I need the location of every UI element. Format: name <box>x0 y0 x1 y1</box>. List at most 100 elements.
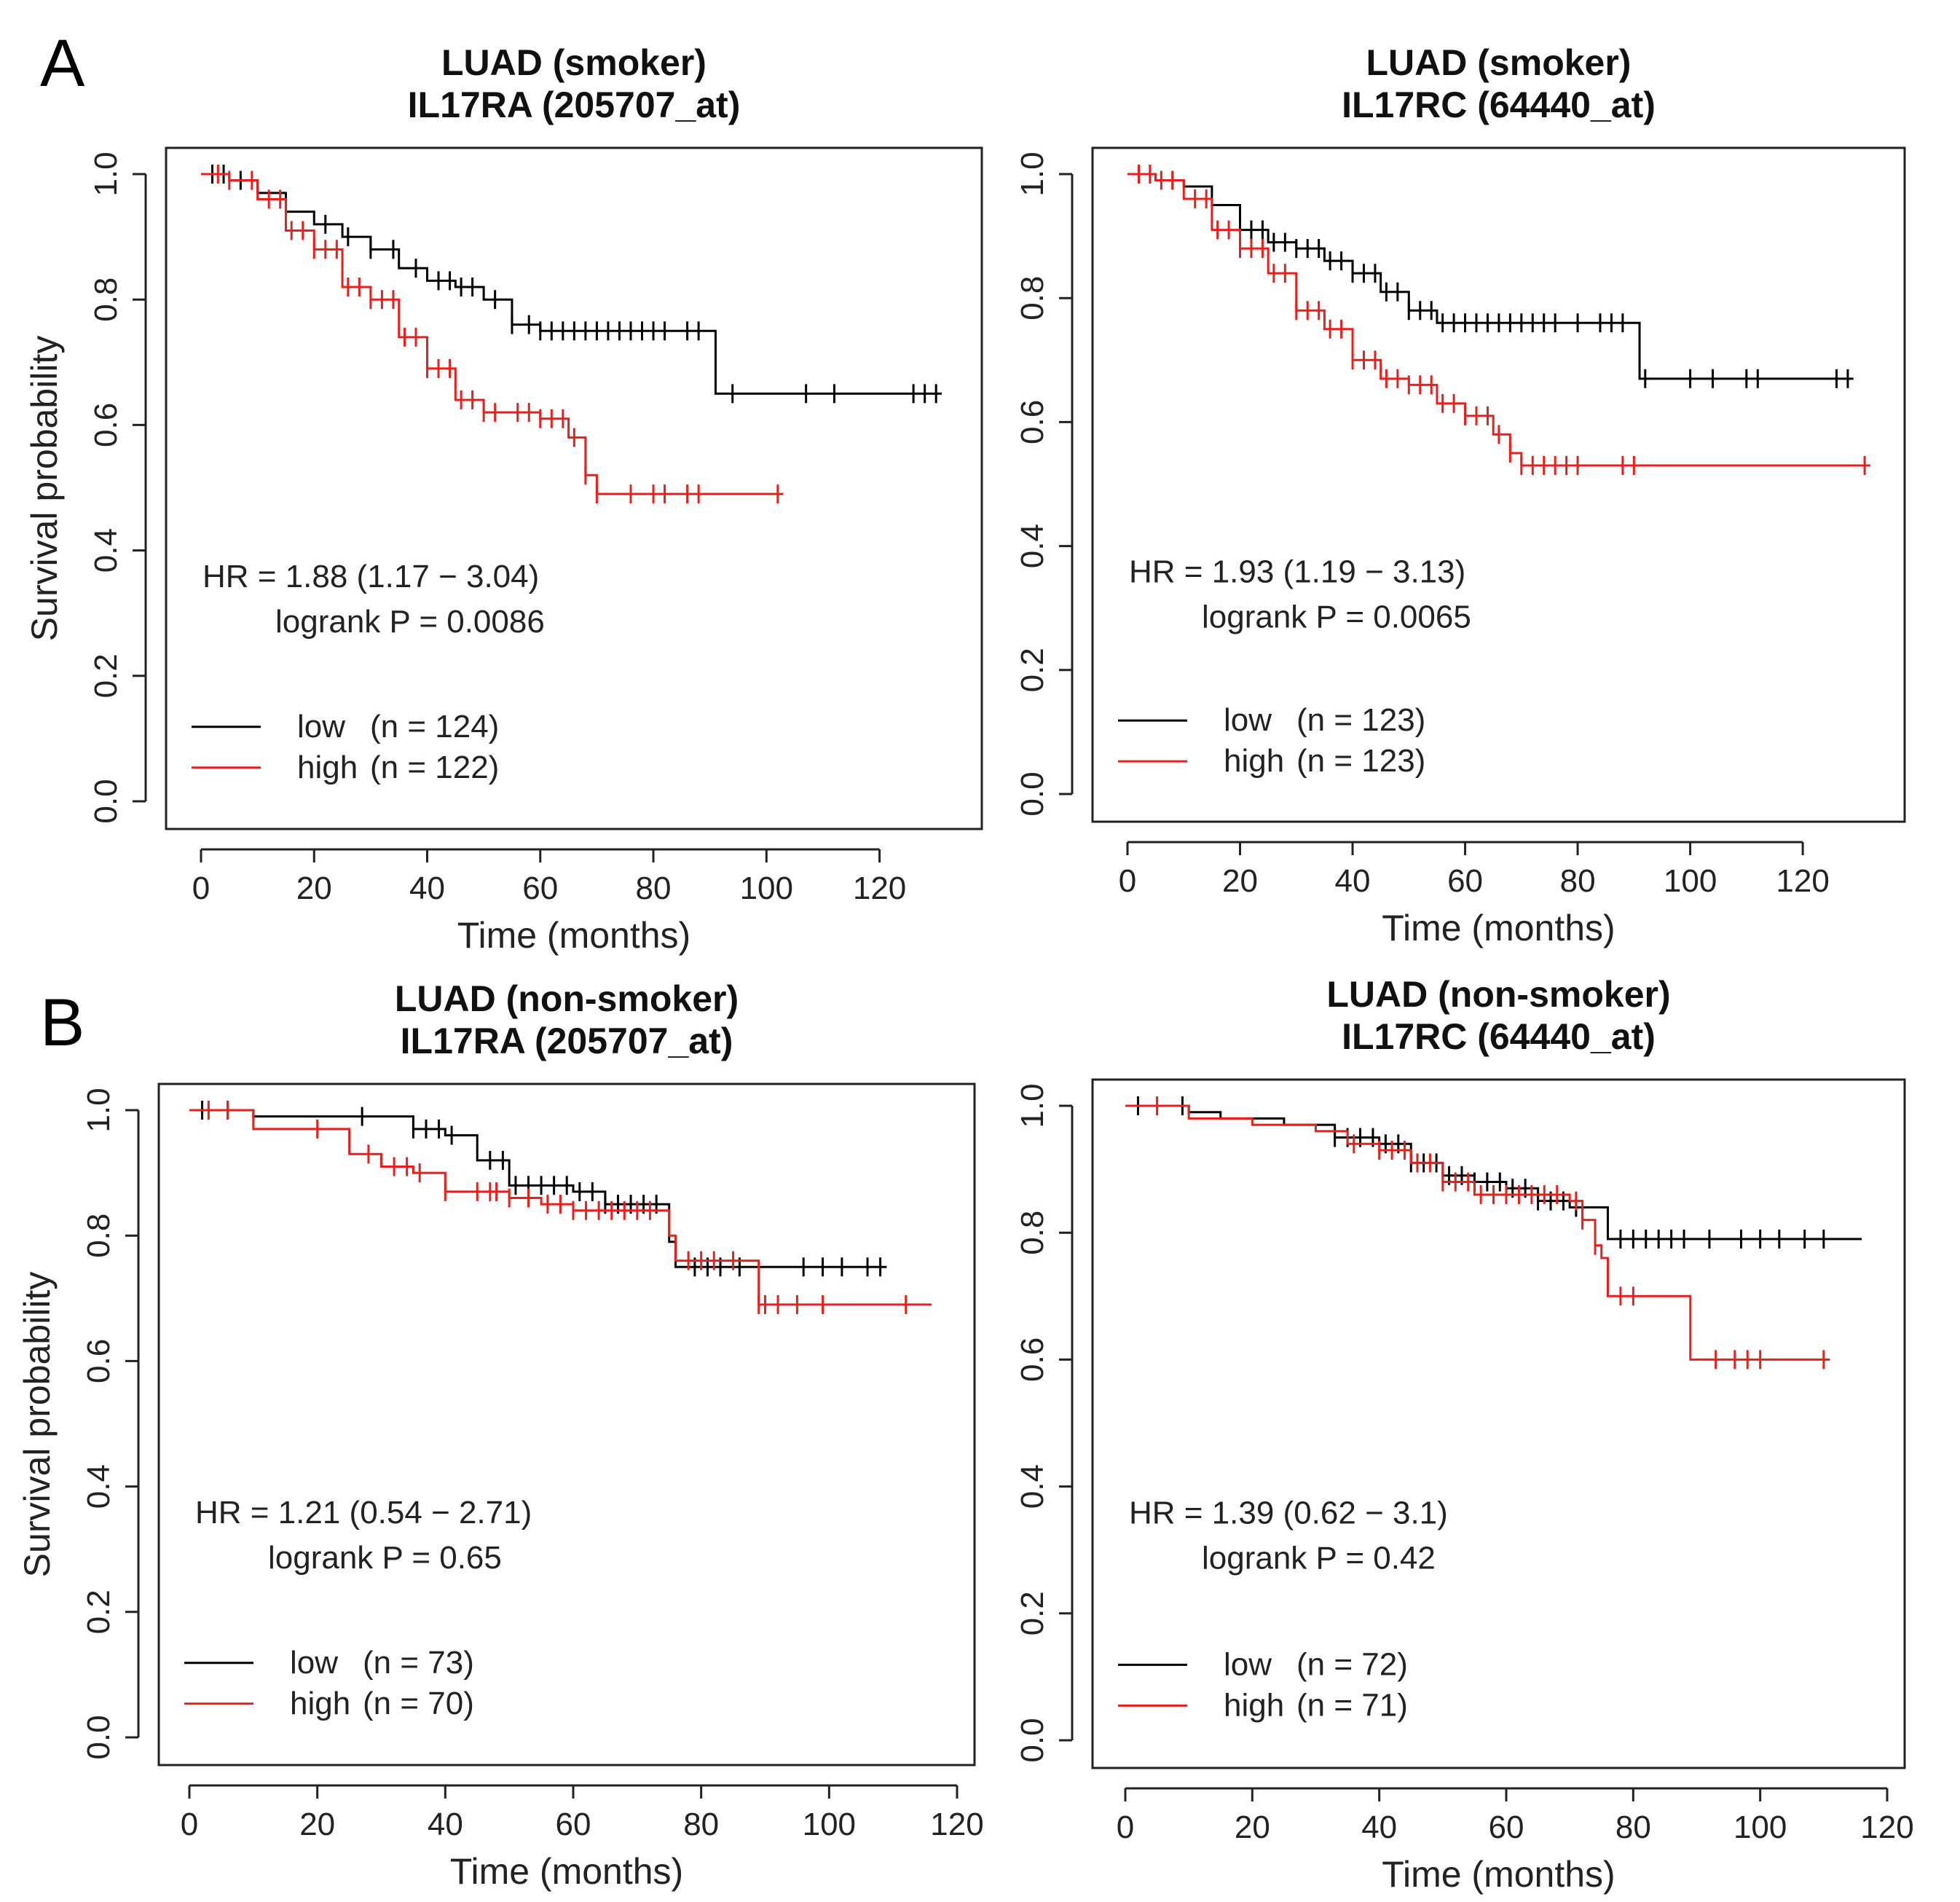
x-axis: 0 20 40 60 80 100 120 Time (months) <box>1119 841 1830 948</box>
y-tick-label: 0.6 <box>81 1339 117 1383</box>
x-axis: 0 20 40 60 80 100 120 Time (months) <box>192 848 906 956</box>
legend-count-high: (n = 122) <box>370 750 499 785</box>
legend: low (n = 123) high (n = 123) <box>1118 702 1425 779</box>
y-tick-label: 0.2 <box>1015 648 1050 692</box>
x-tick-label: 80 <box>1560 863 1596 899</box>
legend-label-low: low <box>1224 1646 1272 1682</box>
plot-frame <box>157 1082 976 1767</box>
km-curve-low <box>189 1109 887 1268</box>
km-plot-1: LUAD (smoker)IL17RA (205707_at) 0 20 40 60 80… <box>24 42 983 956</box>
legend-count-low: (n = 73) <box>363 1645 474 1681</box>
legend-label-high: high <box>297 750 358 785</box>
plot-frame <box>165 146 983 830</box>
y-tick-label: 0.2 <box>81 1589 117 1634</box>
logrank-p-text: logrank P = 0.0086 <box>275 604 545 640</box>
series-high <box>201 165 784 504</box>
km-plot-4: LUAD (non-smoker)IL17RC (64440_at) 0 20 40 6… <box>1015 974 1914 1895</box>
hazard-ratio-text: HR = 1.39 (0.62 − 3.1) <box>1129 1496 1448 1531</box>
legend: low (n = 73) high (n = 70) <box>184 1645 474 1721</box>
x-axis: 0 20 40 60 80 100 120 Time (months) <box>1117 1787 1914 1895</box>
x-tick-label: 120 <box>1860 1809 1913 1845</box>
y-axis-label: Survival probability <box>24 336 65 642</box>
series-high <box>1127 165 1870 475</box>
series-high <box>189 1101 932 1314</box>
y-axis: 0.0 0.2 0.4 0.6 0.8 1.0 Survival probability <box>17 1088 140 1760</box>
km-curve-high <box>189 1109 932 1306</box>
x-tick-label: 40 <box>409 871 445 906</box>
hazard-ratio-text: HR = 1.88 (1.17 − 3.04) <box>202 559 539 594</box>
x-tick-label: 80 <box>1615 1809 1651 1845</box>
x-axis-label: Time (months) <box>1382 908 1615 948</box>
panel-label-b: B <box>40 986 84 1060</box>
x-tick-label: 20 <box>1235 1809 1270 1845</box>
legend-label-low: low <box>1224 702 1272 738</box>
y-tick-label: 0.4 <box>1015 524 1050 568</box>
legend-count-high: (n = 70) <box>363 1686 474 1721</box>
y-tick-label: 0.6 <box>1015 400 1050 444</box>
km-curve-high <box>201 173 784 495</box>
chart-subtitle: IL17RC (64440_at) <box>1342 85 1656 125</box>
x-tick-label: 0 <box>192 871 210 906</box>
series-high <box>1125 1096 1830 1369</box>
y-tick-label: 0.6 <box>1015 1337 1050 1382</box>
y-tick-label: 0.0 <box>1015 771 1050 816</box>
x-tick-label: 0 <box>181 1807 198 1842</box>
series-low <box>189 1101 887 1277</box>
legend-label-low: low <box>297 709 345 744</box>
legend-count-low: (n = 123) <box>1296 702 1425 738</box>
y-tick-label: 1.0 <box>88 152 124 196</box>
y-tick-label: 0.0 <box>1015 1718 1050 1762</box>
y-axis: 0.0 0.2 0.4 0.6 0.8 1.0 <box>1015 1083 1074 1763</box>
y-axis: 0.0 0.2 0.4 0.6 0.8 1.0 Survival probability <box>24 152 147 824</box>
x-axis-label: Time (months) <box>450 1851 683 1892</box>
y-tick-label: 0.2 <box>1015 1591 1050 1635</box>
legend: low (n = 72) high (n = 71) <box>1118 1646 1408 1723</box>
y-tick-label: 0.2 <box>88 653 124 698</box>
y-tick-label: 0.8 <box>1015 276 1050 321</box>
chart-subtitle: IL17RA (205707_at) <box>401 1021 733 1061</box>
x-tick-label: 20 <box>1222 863 1258 899</box>
y-tick-label: 0.0 <box>88 779 124 823</box>
legend-count-high: (n = 71) <box>1296 1687 1408 1723</box>
x-tick-label: 0 <box>1117 1809 1134 1845</box>
legend-count-high: (n = 123) <box>1296 743 1425 779</box>
x-tick-label: 80 <box>636 871 672 906</box>
logrank-p-text: logrank P = 0.65 <box>268 1540 502 1576</box>
panel-label-a: A <box>40 26 85 101</box>
x-tick-label: 100 <box>1664 863 1717 899</box>
x-tick-label: 100 <box>1733 1809 1787 1845</box>
x-tick-label: 60 <box>556 1807 591 1842</box>
chart-subtitle: IL17RC (64440_at) <box>1342 1016 1656 1057</box>
x-axis-label: Time (months) <box>457 915 690 956</box>
legend-count-low: (n = 124) <box>370 709 499 744</box>
plots: LUAD (smoker) IL17RA (205707_at) 0 20 40 60 80… <box>17 42 1914 1895</box>
km-plot-2: LUAD (smoker)IL17RC (64440_at) 0 20 40 60 80 1… <box>1015 42 1906 948</box>
x-tick-label: 100 <box>803 1807 856 1842</box>
hazard-ratio-text: HR = 1.21 (0.54 − 2.71) <box>195 1495 532 1530</box>
x-tick-label: 60 <box>1489 1809 1524 1845</box>
km-curve-low <box>1125 1104 1862 1241</box>
series-low <box>1127 165 1854 388</box>
y-tick-label: 1.0 <box>1015 152 1050 196</box>
x-tick-label: 120 <box>853 871 906 906</box>
km-curve-low <box>1127 173 1854 380</box>
y-tick-label: 0.8 <box>1015 1211 1050 1255</box>
chart-title: LUAD (smoker) <box>441 42 707 83</box>
x-tick-label: 120 <box>930 1807 983 1842</box>
x-tick-label: 0 <box>1119 863 1136 899</box>
legend-label-low: low <box>290 1645 338 1681</box>
y-tick-label: 1.0 <box>1015 1083 1050 1128</box>
km-curve-low <box>201 173 942 395</box>
logrank-p-text: logrank P = 0.42 <box>1202 1541 1436 1576</box>
y-tick-label: 0.4 <box>81 1464 117 1509</box>
x-tick-label: 20 <box>296 871 332 906</box>
legend-label-high: high <box>1224 1687 1284 1723</box>
x-tick-label: 60 <box>522 871 558 906</box>
x-tick-label: 120 <box>1776 863 1829 899</box>
y-tick-label: 0.6 <box>88 403 124 447</box>
plot-frame <box>1091 146 1906 823</box>
legend-label-high: high <box>1224 743 1284 779</box>
x-axis: 0 20 40 60 80 100 120 Time (months) <box>181 1784 984 1892</box>
hazard-ratio-text: HR = 1.93 (1.19 − 3.13) <box>1129 554 1465 590</box>
